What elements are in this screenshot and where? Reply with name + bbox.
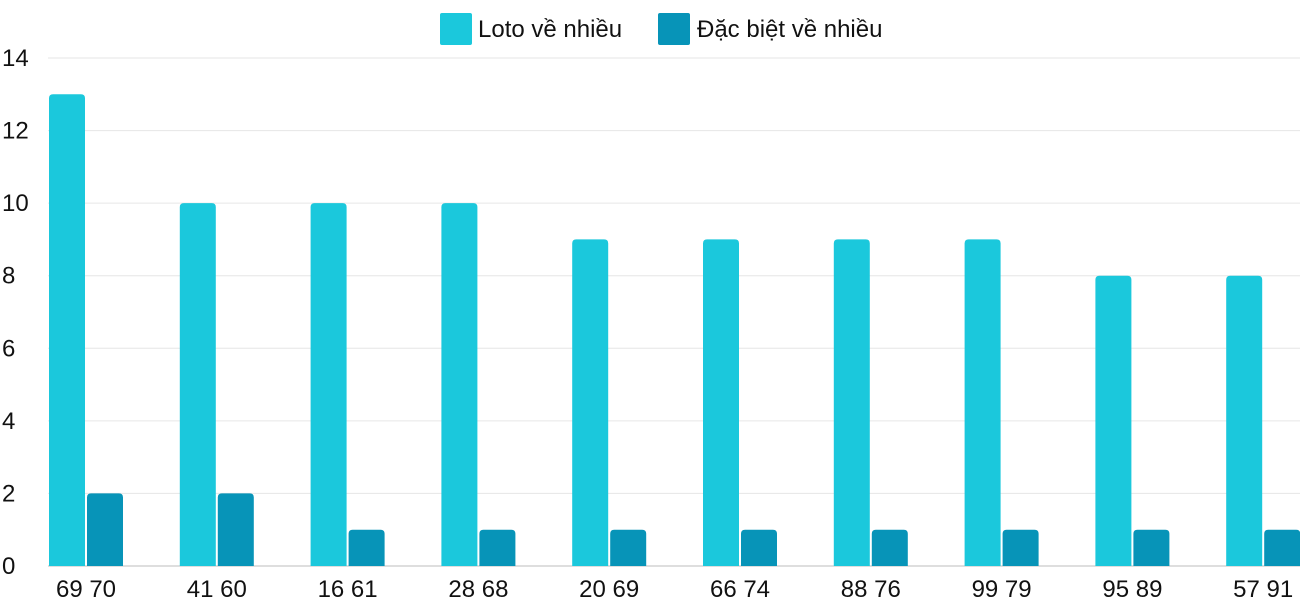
bar-dac-biet-20-69	[610, 529, 647, 566]
legend-swatch-loto	[440, 13, 472, 45]
bar-loto-69-70	[49, 94, 85, 567]
bar-loto-95-89	[1095, 275, 1132, 566]
grid-lines	[48, 57, 1300, 567]
bar-loto-99-79	[964, 239, 1001, 566]
x-axis: 69 70 41 60 16 61 28 68 20 69 66 74 88 76 99 79…	[56, 576, 1293, 600]
bar-dac-biet-99-79	[1002, 529, 1039, 566]
bar-dac-biet-41-60	[217, 493, 254, 566]
bar-dac-biet-28-68	[479, 529, 516, 566]
y-tick-label: 14	[2, 45, 29, 72]
bars	[49, 94, 1300, 567]
y-tick-label: 10	[2, 190, 29, 217]
bar-loto-28-68	[441, 203, 478, 566]
y-tick-label: 0	[2, 553, 15, 580]
bar-dac-biet-57-91	[1264, 529, 1300, 566]
x-tick-label: 69 70	[56, 576, 116, 600]
y-axis: 0 2 4 6 8 10 12 14	[2, 45, 29, 580]
legend: Loto về nhiều Đặc biệt về nhiều	[440, 13, 882, 45]
x-tick-label: 16 61	[318, 576, 378, 600]
y-tick-label: 12	[2, 118, 29, 145]
bar-dac-biet-16-61	[348, 529, 385, 566]
bar-dac-biet-88-76	[871, 529, 908, 566]
y-tick-label: 2	[2, 480, 15, 507]
x-tick-label: 28 68	[448, 576, 508, 600]
bar-dac-biet-69-70	[87, 493, 123, 566]
bar-dac-biet-95-89	[1133, 529, 1170, 566]
bar-loto-88-76	[833, 239, 870, 566]
legend-label-dac-biet: Đặc biệt về nhiều	[697, 16, 882, 43]
bar-dac-biet-66-74	[741, 529, 777, 566]
y-tick-label: 4	[2, 408, 15, 435]
bar-loto-41-60	[179, 203, 216, 566]
bar-loto-57-91	[1226, 275, 1263, 566]
legend-label-loto: Loto về nhiều	[478, 16, 622, 43]
bar-loto-20-69	[572, 239, 609, 566]
x-tick-label: 99 79	[972, 576, 1032, 600]
x-tick-label: 88 76	[841, 576, 901, 600]
legend-swatch-dac-biet	[658, 13, 690, 45]
y-tick-label: 8	[2, 263, 15, 290]
x-tick-label: 57 91	[1233, 576, 1293, 600]
bar-loto-16-61	[310, 203, 347, 566]
x-tick-label: 41 60	[187, 576, 247, 600]
x-tick-label: 95 89	[1102, 576, 1162, 600]
bar-loto-66-74	[703, 239, 739, 566]
x-tick-label: 66 74	[710, 576, 770, 600]
x-tick-label: 20 69	[579, 576, 639, 600]
y-tick-label: 6	[2, 335, 15, 362]
